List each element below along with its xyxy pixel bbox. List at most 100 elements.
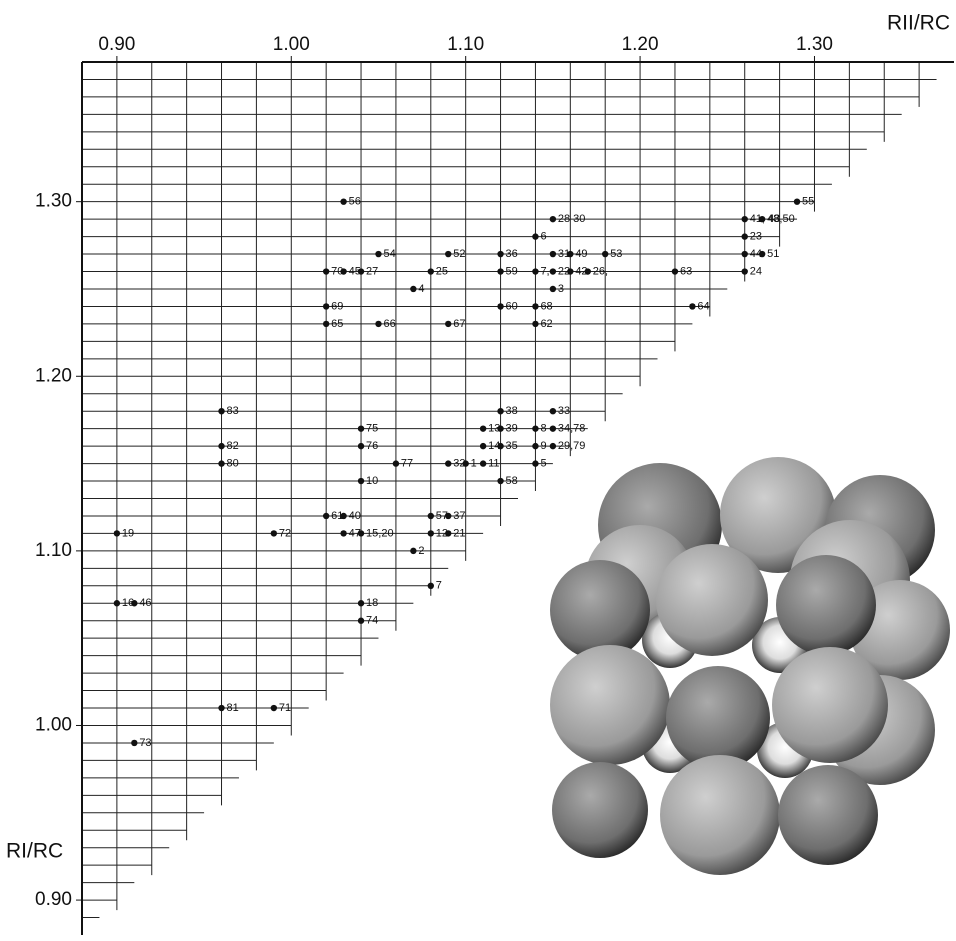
- point-label: 24: [750, 265, 762, 277]
- point-label: 53: [610, 248, 622, 260]
- data-point: [114, 600, 120, 606]
- point-label: 5: [540, 457, 546, 469]
- point-label: 58: [506, 475, 518, 487]
- data-point: [340, 513, 346, 519]
- point-label: 3: [558, 283, 564, 295]
- data-point: [480, 443, 486, 449]
- point-label: 1: [471, 457, 477, 469]
- point-label: 46: [139, 597, 151, 609]
- data-point: [550, 425, 556, 431]
- data-point: [550, 443, 556, 449]
- data-point: [532, 268, 538, 274]
- data-point: [271, 705, 277, 711]
- point-label: 82: [227, 440, 239, 452]
- point-label: 28 30: [558, 213, 586, 225]
- point-label: 40: [349, 510, 361, 522]
- data-point: [497, 425, 503, 431]
- data-point: [445, 530, 451, 536]
- data-point: [480, 460, 486, 466]
- data-point: [445, 251, 451, 257]
- data-point: [497, 303, 503, 309]
- data-point: [742, 233, 748, 239]
- data-point: [480, 425, 486, 431]
- point-label: 23: [750, 231, 762, 243]
- data-point: [375, 251, 381, 257]
- point-label: 29,79: [558, 440, 586, 452]
- data-point: [410, 286, 416, 292]
- point-label: 11: [488, 457, 499, 469]
- data-point: [532, 443, 538, 449]
- data-point: [218, 408, 224, 414]
- point-label: 21: [453, 527, 465, 539]
- data-point: [131, 600, 137, 606]
- data-point: [585, 268, 591, 274]
- point-label: 77: [401, 457, 413, 469]
- data-point: [550, 408, 556, 414]
- y-tick-label: 1.10: [35, 540, 72, 561]
- y-axis-title: RI/RC: [6, 840, 63, 863]
- point-label: 55: [802, 196, 814, 208]
- data-point: [550, 216, 556, 222]
- data-point: [445, 321, 451, 327]
- point-label: 19: [122, 527, 134, 539]
- data-point: [532, 425, 538, 431]
- chart: RII/RC RI/RC 0.901.001.101.201.300.901.0…: [0, 0, 956, 936]
- data-point: [218, 460, 224, 466]
- point-label: 36: [506, 248, 518, 260]
- data-point: [497, 251, 503, 257]
- point-label: 7: [436, 580, 442, 592]
- point-label: 51: [767, 248, 779, 260]
- point-label: 38: [506, 405, 518, 417]
- point-label: 18: [366, 597, 378, 609]
- data-point: [218, 443, 224, 449]
- data-point: [742, 251, 748, 257]
- y-tick-label: 1.30: [35, 191, 72, 212]
- data-point: [497, 443, 503, 449]
- point-label: 52: [453, 248, 465, 260]
- data-point: [340, 268, 346, 274]
- point-label: 66: [383, 318, 395, 330]
- y-tick-label: 1.20: [35, 365, 72, 386]
- data-point: [428, 268, 434, 274]
- point-label: 74: [366, 615, 378, 627]
- data-point: [358, 443, 364, 449]
- data-point: [340, 198, 346, 204]
- point-label: 39: [506, 423, 518, 435]
- data-point: [445, 513, 451, 519]
- point-label: 34,78: [558, 423, 586, 435]
- data-point: [532, 233, 538, 239]
- point-label: 56: [349, 196, 361, 208]
- data-point: [532, 321, 538, 327]
- y-tick-label: 1.00: [35, 714, 72, 735]
- data-point: [550, 251, 556, 257]
- point-label: 6: [540, 231, 546, 243]
- point-label: 15,20: [366, 527, 394, 539]
- x-tick-label: 1.20: [622, 34, 659, 55]
- point-label: 72: [279, 527, 291, 539]
- point-label: 8: [540, 423, 546, 435]
- point-label: 67: [453, 318, 465, 330]
- x-tick-label: 0.90: [98, 34, 135, 55]
- point-label: 7,: [540, 265, 549, 277]
- point-label: 35: [506, 440, 518, 452]
- data-point: [462, 460, 468, 466]
- point-label: 49: [575, 248, 587, 260]
- data-point: [340, 530, 346, 536]
- point-label: 81: [227, 702, 239, 714]
- point-label: 68: [540, 300, 552, 312]
- x-tick-label: 1.10: [447, 34, 484, 55]
- data-point: [358, 425, 364, 431]
- data-point: [497, 408, 503, 414]
- data-point: [358, 268, 364, 274]
- data-point: [410, 548, 416, 554]
- data-point: [428, 530, 434, 536]
- data-point: [358, 478, 364, 484]
- data-point: [114, 530, 120, 536]
- data-point: [497, 268, 503, 274]
- data-point: [445, 460, 451, 466]
- data-point: [759, 216, 765, 222]
- data-point: [375, 321, 381, 327]
- point-label: 63: [680, 265, 692, 277]
- data-point: [672, 268, 678, 274]
- data-point: [358, 530, 364, 536]
